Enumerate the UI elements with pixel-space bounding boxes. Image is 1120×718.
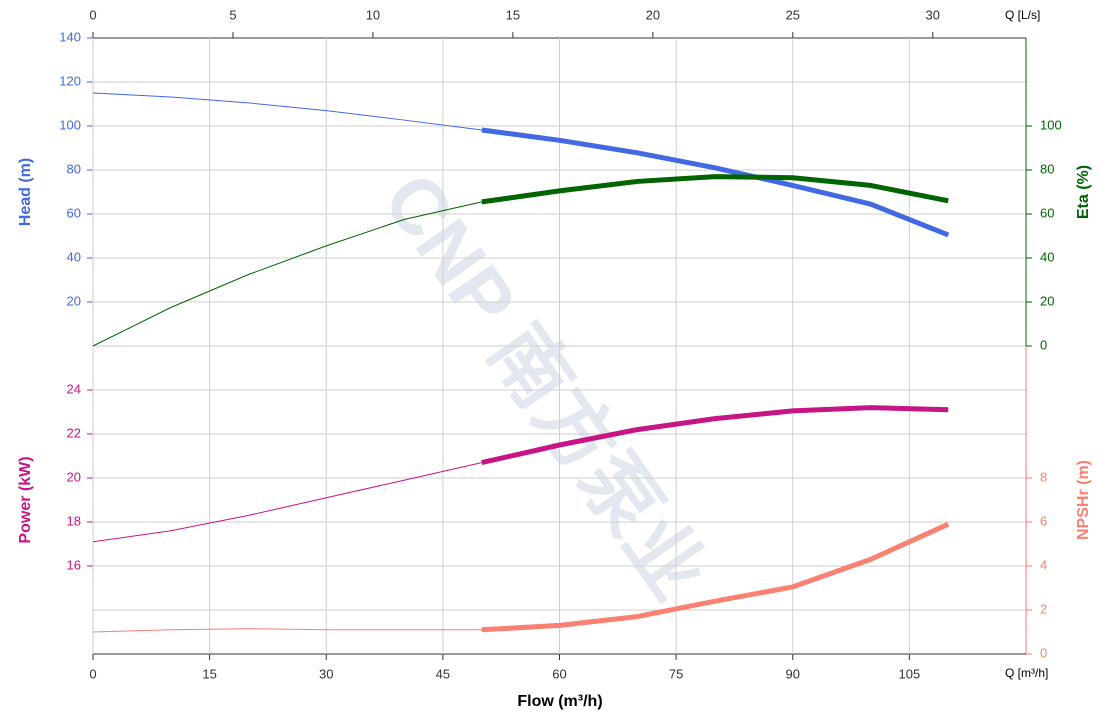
x-tick-label: 0 — [89, 666, 96, 681]
curve — [481, 127, 950, 238]
curve — [92, 92, 482, 131]
y-tick-label: 120 — [59, 73, 81, 88]
x-tick-label: 15 — [202, 666, 216, 681]
y-tick-label: 2 — [1040, 601, 1047, 616]
y-tick-label: 0 — [1040, 645, 1047, 660]
y-tick-label: 22 — [67, 425, 81, 440]
y-tick-label: 4 — [1040, 557, 1047, 572]
x-tick-label: 30 — [319, 666, 333, 681]
y-tick-label: 20 — [67, 293, 81, 308]
y-tick-label: 18 — [67, 513, 81, 528]
y-axis-title: NPSHr (m) — [1075, 460, 1092, 540]
y-tick-label: 140 — [59, 29, 81, 44]
y-axis-title: Head (m) — [17, 158, 34, 226]
x2-tick-label: 25 — [786, 7, 800, 22]
x2-tick-label: 15 — [506, 7, 520, 22]
y-tick-label: 8 — [1040, 469, 1047, 484]
x-axis-unit: Q [m³/h] — [1005, 666, 1048, 680]
y-tick-label: 0 — [1040, 337, 1047, 352]
x2-tick-label: 5 — [229, 7, 236, 22]
curve — [92, 201, 482, 347]
y-tick-label: 40 — [1040, 249, 1054, 264]
curve — [481, 521, 950, 633]
x2-axis-unit: Q [L/s] — [1005, 8, 1040, 22]
y-tick-label: 80 — [67, 161, 81, 176]
y-tick-label: 100 — [1040, 117, 1062, 132]
y-tick-label: 60 — [67, 205, 81, 220]
x-tick-label: 45 — [436, 666, 450, 681]
y-tick-label: 40 — [67, 249, 81, 264]
y-axis-title: Power (kW) — [17, 456, 34, 543]
y-tick-label: 24 — [67, 381, 81, 396]
curve — [92, 628, 482, 633]
y-axis-title: Eta (%) — [1075, 165, 1092, 219]
x-tick-label: 60 — [552, 666, 566, 681]
y-tick-label: 60 — [1040, 205, 1054, 220]
watermark: CNP 南方泵业 — [367, 158, 724, 616]
x2-tick-label: 20 — [646, 7, 660, 22]
x2-tick-label: 10 — [366, 7, 380, 22]
y-tick-label: 6 — [1040, 513, 1047, 528]
curve — [481, 174, 949, 205]
y-tick-label: 100 — [59, 117, 81, 132]
x-axis-title: Flow (m³/h) — [517, 693, 602, 710]
y-tick-label: 16 — [67, 557, 81, 572]
y-tick-label: 20 — [67, 469, 81, 484]
x-tick-label: 90 — [786, 666, 800, 681]
curve — [92, 462, 482, 543]
x-tick-label: 105 — [899, 666, 921, 681]
x-tick-label: 75 — [669, 666, 683, 681]
x2-tick-label: 30 — [926, 7, 940, 22]
y-tick-label: 20 — [1040, 293, 1054, 308]
curve — [481, 405, 949, 466]
x2-tick-label: 0 — [89, 7, 96, 22]
y-tick-label: 80 — [1040, 161, 1054, 176]
